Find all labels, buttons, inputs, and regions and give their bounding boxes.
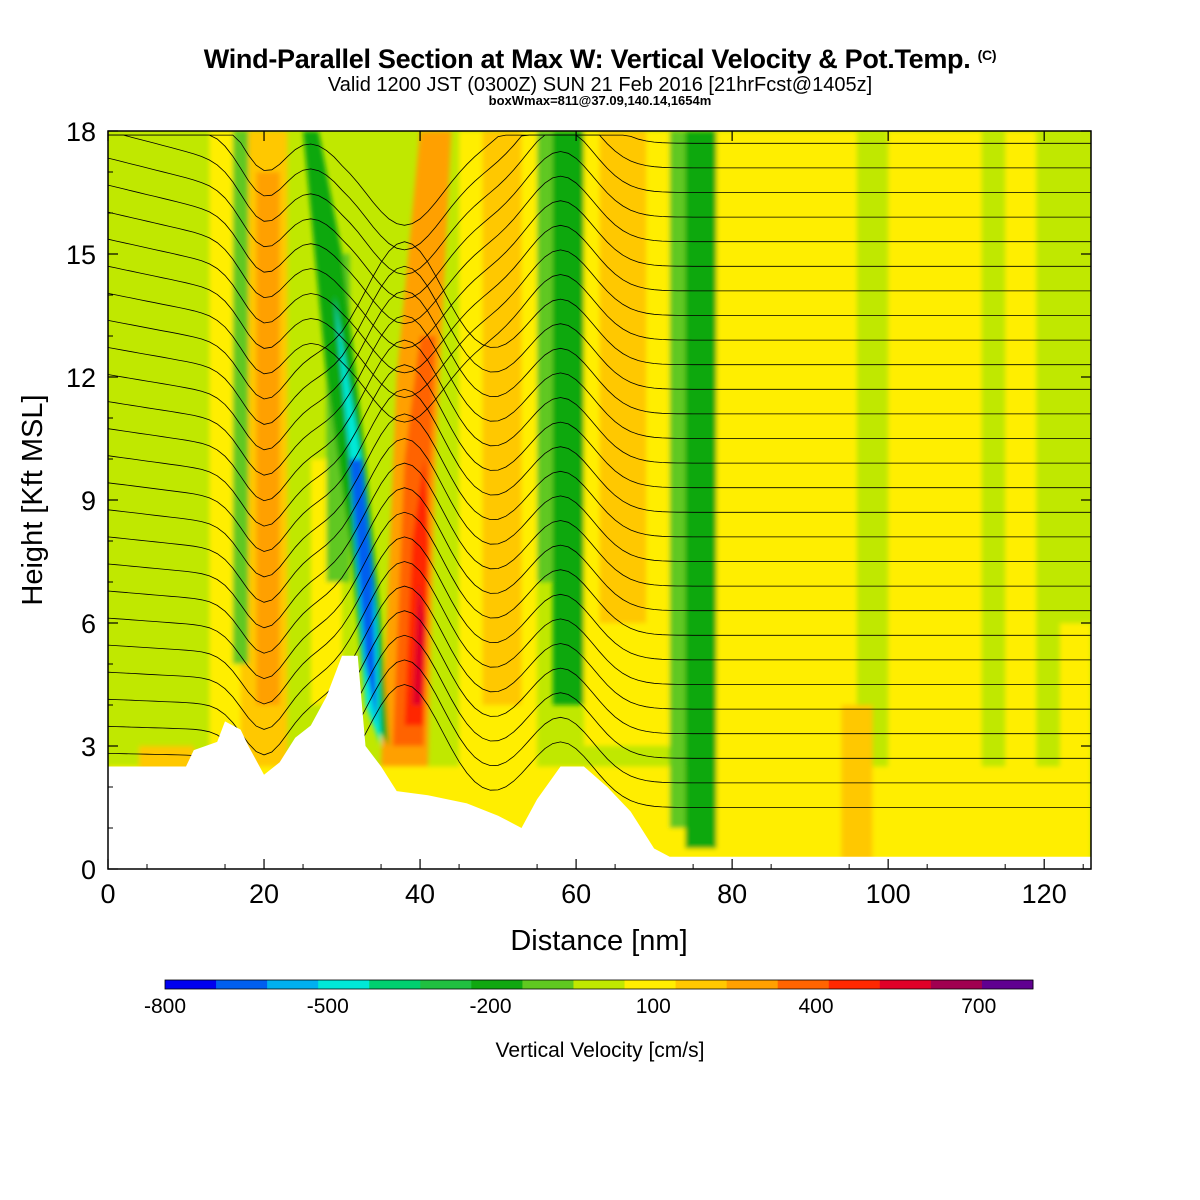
velocity-band bbox=[599, 131, 647, 623]
velocity-band bbox=[888, 131, 982, 869]
velocity-band bbox=[537, 131, 553, 582]
colorbar-tick-label: -800 bbox=[144, 995, 186, 1018]
velocity-band bbox=[841, 705, 873, 869]
colorbar-swatch bbox=[420, 980, 472, 989]
terrain bbox=[108, 655, 1091, 869]
velocity-band bbox=[685, 131, 717, 849]
x-tick-label: 40 bbox=[405, 879, 435, 909]
colorbar-swatch bbox=[930, 980, 983, 989]
colorbar-tick-label: 400 bbox=[798, 995, 833, 1018]
x-tick-label: 80 bbox=[717, 879, 747, 909]
colorbar-swatch bbox=[165, 980, 217, 989]
theta-contours bbox=[108, 134, 1091, 857]
theta-contour bbox=[108, 134, 1091, 275]
y-tick-label: 0 bbox=[81, 855, 96, 885]
y-axis: 0 3 6 9 12 15 18 bbox=[66, 117, 1091, 885]
theta-contour bbox=[108, 585, 1091, 756]
chart-title-text: Wind-Parallel Section at Max W: Vertical… bbox=[203, 44, 971, 74]
velocity-band bbox=[232, 131, 249, 664]
theta-contour bbox=[108, 134, 1091, 226]
y-axis-label: Height [Kft MSL] bbox=[17, 394, 49, 605]
theta-contour bbox=[108, 536, 1091, 705]
x-tick-label: 120 bbox=[1022, 879, 1067, 909]
colorbar-swatch bbox=[216, 980, 268, 989]
y-tick-label: 15 bbox=[66, 240, 96, 270]
y-tick-label: 18 bbox=[66, 117, 96, 147]
theta-contour bbox=[108, 200, 1091, 349]
velocity-band bbox=[552, 131, 584, 705]
velocity-band bbox=[1005, 131, 1037, 869]
colorbar-swatch bbox=[879, 980, 932, 989]
theta-contour bbox=[108, 511, 1091, 680]
theta-contour bbox=[108, 249, 1091, 398]
chart-title: Wind-Parallel Section at Max W: Vertical… bbox=[0, 44, 1200, 75]
colorbar-tick-label: 700 bbox=[961, 995, 996, 1018]
velocity-band bbox=[256, 172, 280, 705]
colorbar-swatch bbox=[624, 980, 677, 989]
y-tick-label: 12 bbox=[66, 363, 96, 393]
colorbar-frame bbox=[164, 979, 1034, 990]
theta-contour bbox=[108, 315, 1091, 476]
colorbar-tick-label: 100 bbox=[636, 995, 671, 1018]
colorbar-swatch bbox=[573, 980, 626, 989]
y-tick-label: 3 bbox=[81, 732, 96, 762]
x-tick-label: 20 bbox=[249, 879, 279, 909]
plot-area bbox=[108, 131, 1091, 869]
x-tick-label: 100 bbox=[866, 879, 911, 909]
theta-contour bbox=[108, 561, 1091, 730]
x-axis: 0 20 40 60 80 100 120 bbox=[100, 131, 1084, 909]
theta-contour bbox=[108, 151, 1091, 300]
theta-contour bbox=[108, 265, 1091, 425]
chart-subtitle-2: boxWmax=811@37.09,140.14,1654m bbox=[488, 93, 712, 108]
colorbar-swatch bbox=[777, 980, 830, 989]
theta-contour bbox=[108, 388, 1091, 552]
velocity-core bbox=[349, 459, 378, 726]
theta-contour bbox=[108, 462, 1091, 629]
x-tick-label: 60 bbox=[561, 879, 591, 909]
colorbar-swatch bbox=[522, 980, 574, 989]
x-axis-label: Distance [nm] bbox=[510, 925, 687, 957]
colorbar-label: Vertical Velocity [cm/s] bbox=[496, 1039, 705, 1062]
colorbar-swatch bbox=[318, 980, 370, 989]
colorbar-swatch bbox=[981, 980, 1034, 989]
theta-contour bbox=[108, 290, 1091, 451]
y-tick-label: 9 bbox=[81, 486, 96, 516]
y-tick-label: 6 bbox=[81, 609, 96, 639]
theta-contour bbox=[108, 438, 1091, 603]
colorbar: -800 -500 -200 100 400 700 bbox=[144, 979, 1034, 1018]
colorbar-swatch bbox=[675, 980, 728, 989]
theta-contour bbox=[108, 487, 1091, 654]
colorbar-swatch bbox=[828, 980, 881, 989]
theta-contour bbox=[108, 175, 1091, 325]
colorbar-swatch bbox=[267, 980, 319, 989]
theta-contour bbox=[108, 339, 1091, 502]
theta-contour bbox=[108, 274, 1091, 423]
theta-contour bbox=[108, 413, 1091, 578]
theta-contour bbox=[108, 364, 1091, 527]
colorbar-tick-label: -200 bbox=[469, 995, 511, 1018]
colorbar-swatch bbox=[369, 980, 421, 989]
colorbar-swatch bbox=[726, 980, 779, 989]
x-tick-label: 0 bbox=[100, 879, 115, 909]
velocity-band bbox=[669, 131, 686, 828]
colorbar-tick-label: -500 bbox=[307, 995, 349, 1018]
title-mark: (C) bbox=[977, 47, 997, 63]
chart-subtitle: Valid 1200 JST (0300Z) SUN 21 Feb 2016 [… bbox=[327, 74, 873, 96]
theta-contour bbox=[108, 224, 1091, 374]
velocity-band bbox=[482, 131, 522, 705]
velocity-band bbox=[716, 131, 857, 869]
theta-contour bbox=[108, 241, 1091, 400]
colorbar-swatch bbox=[471, 980, 523, 989]
